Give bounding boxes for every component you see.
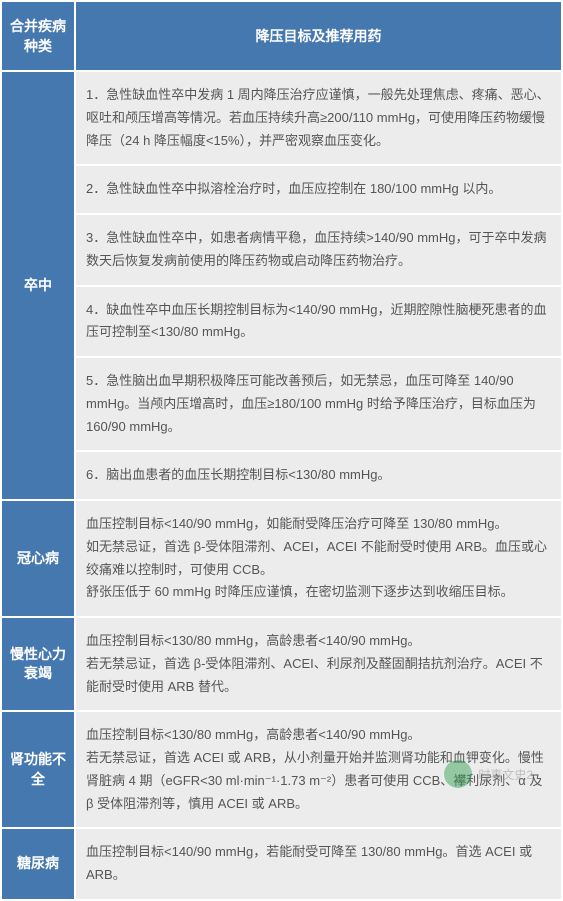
watermark-text: 时事文史2	[478, 766, 533, 783]
content-cell: 血压控制目标<140/90 mmHg，若能耐受可降至 130/80 mmHg。首…	[76, 829, 561, 899]
category-cell: 冠心病	[2, 501, 74, 616]
content-cell: 3．急性缺血性卒中，如患者病情平稳，血压持续>140/90 mmHg，可于卒中发…	[76, 215, 561, 285]
category-cell: 肾功能不全	[2, 712, 74, 827]
category-cell: 慢性心力衰竭	[2, 618, 74, 710]
content-cell: 血压控制目标<140/90 mmHg，如能耐受降压治疗可降至 130/80 mm…	[76, 501, 561, 616]
content-cell: 2．急性缺血性卒中拟溶栓治疗时，血压应控制在 180/100 mmHg 以内。	[76, 166, 561, 213]
content-cell: 6．脑出血患者的血压长期控制目标<130/80 mmHg。	[76, 452, 561, 499]
category-cell: 卒中	[2, 72, 74, 499]
content-cell: 血压控制目标<130/80 mmHg，高龄患者<140/90 mmHg。 若无禁…	[76, 618, 561, 710]
category-cell: 糖尿病	[2, 829, 74, 899]
content-cell: 5．急性脑出血早期积极降压可能改善预后，如无禁忌，血压可降至 140/90 mm…	[76, 358, 561, 450]
watermark-avatar	[444, 760, 472, 788]
header-category: 合并疾病种类	[2, 2, 74, 70]
watermark: 时事文史2	[444, 760, 533, 788]
content-cell: 1．急性缺血性卒中发病 1 周内降压治疗应谨慎，一般先处理焦虑、疼痛、恶心、呕吐…	[76, 72, 561, 164]
header-content: 降压目标及推荐用药	[76, 2, 561, 70]
content-cell: 4．缺血性卒中血压长期控制目标为<140/90 mmHg，近期腔隙性脑梗死患者的…	[76, 287, 561, 357]
